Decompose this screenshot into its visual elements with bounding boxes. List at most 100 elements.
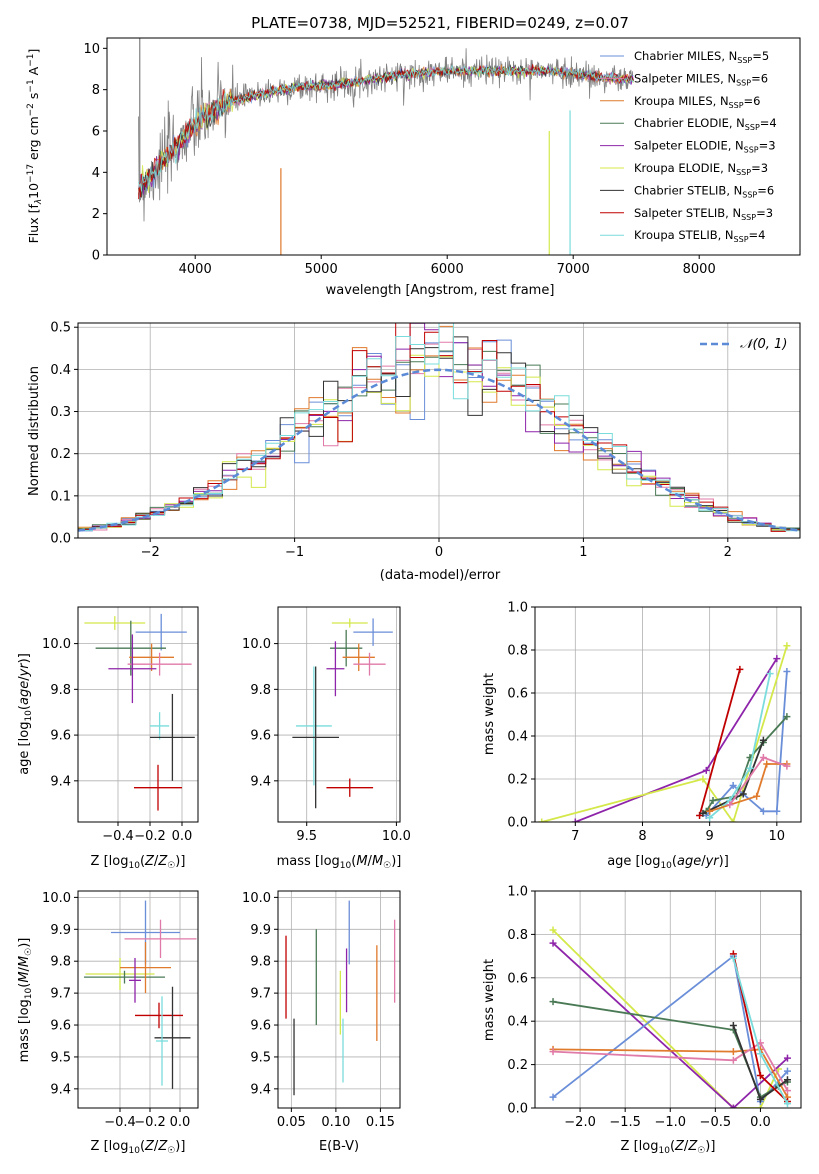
age-vs-mass-panel: 9.5 10.0 9.4 9.6 9.8 10.0 mass [log10(M/M☉)]: [242, 606, 411, 871]
mass-weight-marker: [549, 998, 557, 1006]
legend-label: Salpeter STELIB, NSSP=3: [634, 206, 773, 222]
mass-weight-marker: [729, 781, 737, 789]
residual-plot-area: [78, 323, 800, 534]
x-tick-label: −1.5: [609, 1115, 641, 1130]
x-tick-label: −2: [141, 545, 160, 560]
clipped-content: [84, 900, 197, 1089]
legend-subscript: SSP: [742, 190, 757, 199]
mass-weight-line: [552, 954, 789, 1104]
y-tick-label: 1.0: [507, 885, 528, 900]
mass-weight-marker: [763, 760, 771, 768]
legend-subscript: SSP: [736, 168, 751, 177]
x-tick-label: 5000: [305, 262, 338, 277]
y-tick-label: 9.6: [50, 729, 71, 744]
mass-vs-ebv-xlabel: E(B-V): [319, 1139, 359, 1154]
y-tick-label: 0.0: [507, 816, 528, 831]
mass-weight-line: [541, 645, 788, 822]
x-tick-label: 0.15: [366, 1115, 395, 1130]
mass-weight-marker: [783, 1100, 791, 1108]
y-tick-label: 9.5: [50, 1050, 71, 1065]
y-tick-label: 10: [83, 42, 100, 57]
mass-weight-marker: [759, 736, 767, 744]
mass-weight-line: [552, 1041, 789, 1092]
mass-weight-marker: [726, 801, 734, 809]
clipped-content: [84, 613, 195, 811]
legend-subscript: SSP: [737, 56, 752, 65]
legend-count: =6: [757, 183, 774, 197]
y-tick-label: 0.8: [507, 644, 528, 659]
spectrum-legend: Chabrier MILES, NSSP=5 Salpeter MILES, NS…: [600, 49, 777, 244]
mass-vs-ebv-panel: 0.05 0.10 0.15 9.4 9.5 9.6 9.7 9.8 9.9 10.0 E(B-V…: [242, 890, 401, 1154]
mass-weight-marker: [753, 792, 761, 800]
massweight-vs-age-plot-area: [538, 642, 791, 822]
y-tick-label: 0.2: [507, 773, 528, 788]
y-tick-label: 9.9: [250, 923, 271, 938]
model-spectrum-line: [138, 64, 634, 200]
massweight-vs-age-ylabel: mass weight: [482, 673, 497, 755]
y-tick-label: 0.2: [50, 447, 71, 462]
model-spectrum-line: [138, 64, 634, 192]
mass-vs-z-panel: −0.4−0.2 0.0 9.4 9.5 9.6 9.7 9.8 9.9 10.0 Z [log…: [17, 890, 199, 1156]
model-spectrum-line: [138, 63, 634, 198]
x-tick-label: 7000: [557, 262, 590, 277]
x-tick-label: −0.4: [102, 829, 134, 844]
x-tick-label: 10.0: [382, 829, 411, 844]
legend-count: =4: [760, 116, 777, 130]
mass-weight-marker: [729, 1056, 737, 1064]
spectrum-xlabel: wavelength [Angstrom, rest frame]: [326, 283, 555, 298]
x-tick-label: −0.5: [700, 1115, 732, 1130]
y-tick-label: 0.4: [507, 730, 528, 745]
legend-label: Chabrier ELODIE, NSSP=4: [634, 116, 777, 132]
mass-vs-ebv-plot-area: [285, 900, 396, 1096]
y-tick-label: 9.8: [50, 683, 71, 698]
mass-weight-marker: [759, 807, 767, 815]
legend-count: =4: [749, 228, 766, 242]
legend-subscript: SSP: [741, 213, 756, 222]
clipped-content: [549, 926, 791, 1108]
mass-weight-marker: [538, 818, 546, 822]
age-vs-mass-axes-frame: [277, 606, 401, 823]
y-tick-label: 0.3: [50, 405, 71, 420]
y-tick-label: 9.5: [250, 1050, 271, 1065]
spectrum-ylabel: Flux [fλ10−17 erg cm−2 s−1 A−1]: [26, 49, 44, 244]
age-vs-mass-grid: [278, 607, 400, 822]
age-vs-z-axes-frame: [77, 606, 199, 823]
mass-vs-z-plot-area: [84, 900, 197, 1089]
y-tick-label: 9.6: [50, 1019, 71, 1034]
x-tick-label: 0: [435, 545, 443, 560]
age-vs-mass-ticks: 9.5 10.0 9.4 9.6 9.8 10.0: [242, 637, 411, 844]
mass-weight-line: [552, 929, 780, 1108]
legend-count: =6: [751, 71, 768, 85]
x-tick-label: −0.4: [104, 1115, 136, 1130]
x-tick-label: −2.0: [564, 1115, 596, 1130]
legend-subscript: SSP: [734, 235, 749, 244]
y-tick-label: 9.7: [250, 987, 271, 1002]
mass-weight-line: [709, 763, 787, 813]
mass-vs-ebv-axes-frame: [277, 890, 401, 1109]
mass-weight-marker: [699, 809, 707, 817]
x-tick-label: 10: [769, 829, 786, 844]
y-tick-label: 9.4: [250, 1082, 271, 1097]
y-tick-label: 0.8: [507, 928, 528, 943]
mass-weight-marker: [783, 668, 791, 675]
normal-curve-legend-label: 𝒩(0, 1): [740, 337, 787, 352]
mass-vs-z-xlabel: Z [log10(Z/Z☉)]: [91, 1139, 186, 1156]
clipped-content: [78, 323, 800, 534]
legend-label: Salpeter MILES, NSSP=6: [634, 71, 768, 87]
mass-weight-marker: [549, 926, 557, 934]
mass-weight-marker: [706, 814, 714, 822]
age-vs-z-grid: [78, 607, 198, 822]
mass-weight-marker: [571, 818, 579, 822]
mass-weight-marker: [549, 1093, 557, 1101]
y-tick-label: 4: [92, 166, 100, 181]
mass-vs-z-ticks: −0.4−0.2 0.0 9.4 9.5 9.6 9.7 9.8 9.9 10.0: [42, 891, 190, 1130]
mass-weight-line: [705, 715, 788, 812]
mass-weight-marker: [729, 1104, 737, 1108]
mass-weight-marker: [702, 766, 710, 774]
massweight-vs-z-plot-area: [549, 926, 791, 1108]
x-tick-label: 7: [571, 829, 579, 844]
clipped-content: [292, 618, 393, 809]
legend-label: Chabrier STELIB, NSSP=6: [634, 183, 774, 199]
mass-weight-marker: [729, 818, 737, 822]
x-tick-label: −0.2: [134, 829, 166, 844]
